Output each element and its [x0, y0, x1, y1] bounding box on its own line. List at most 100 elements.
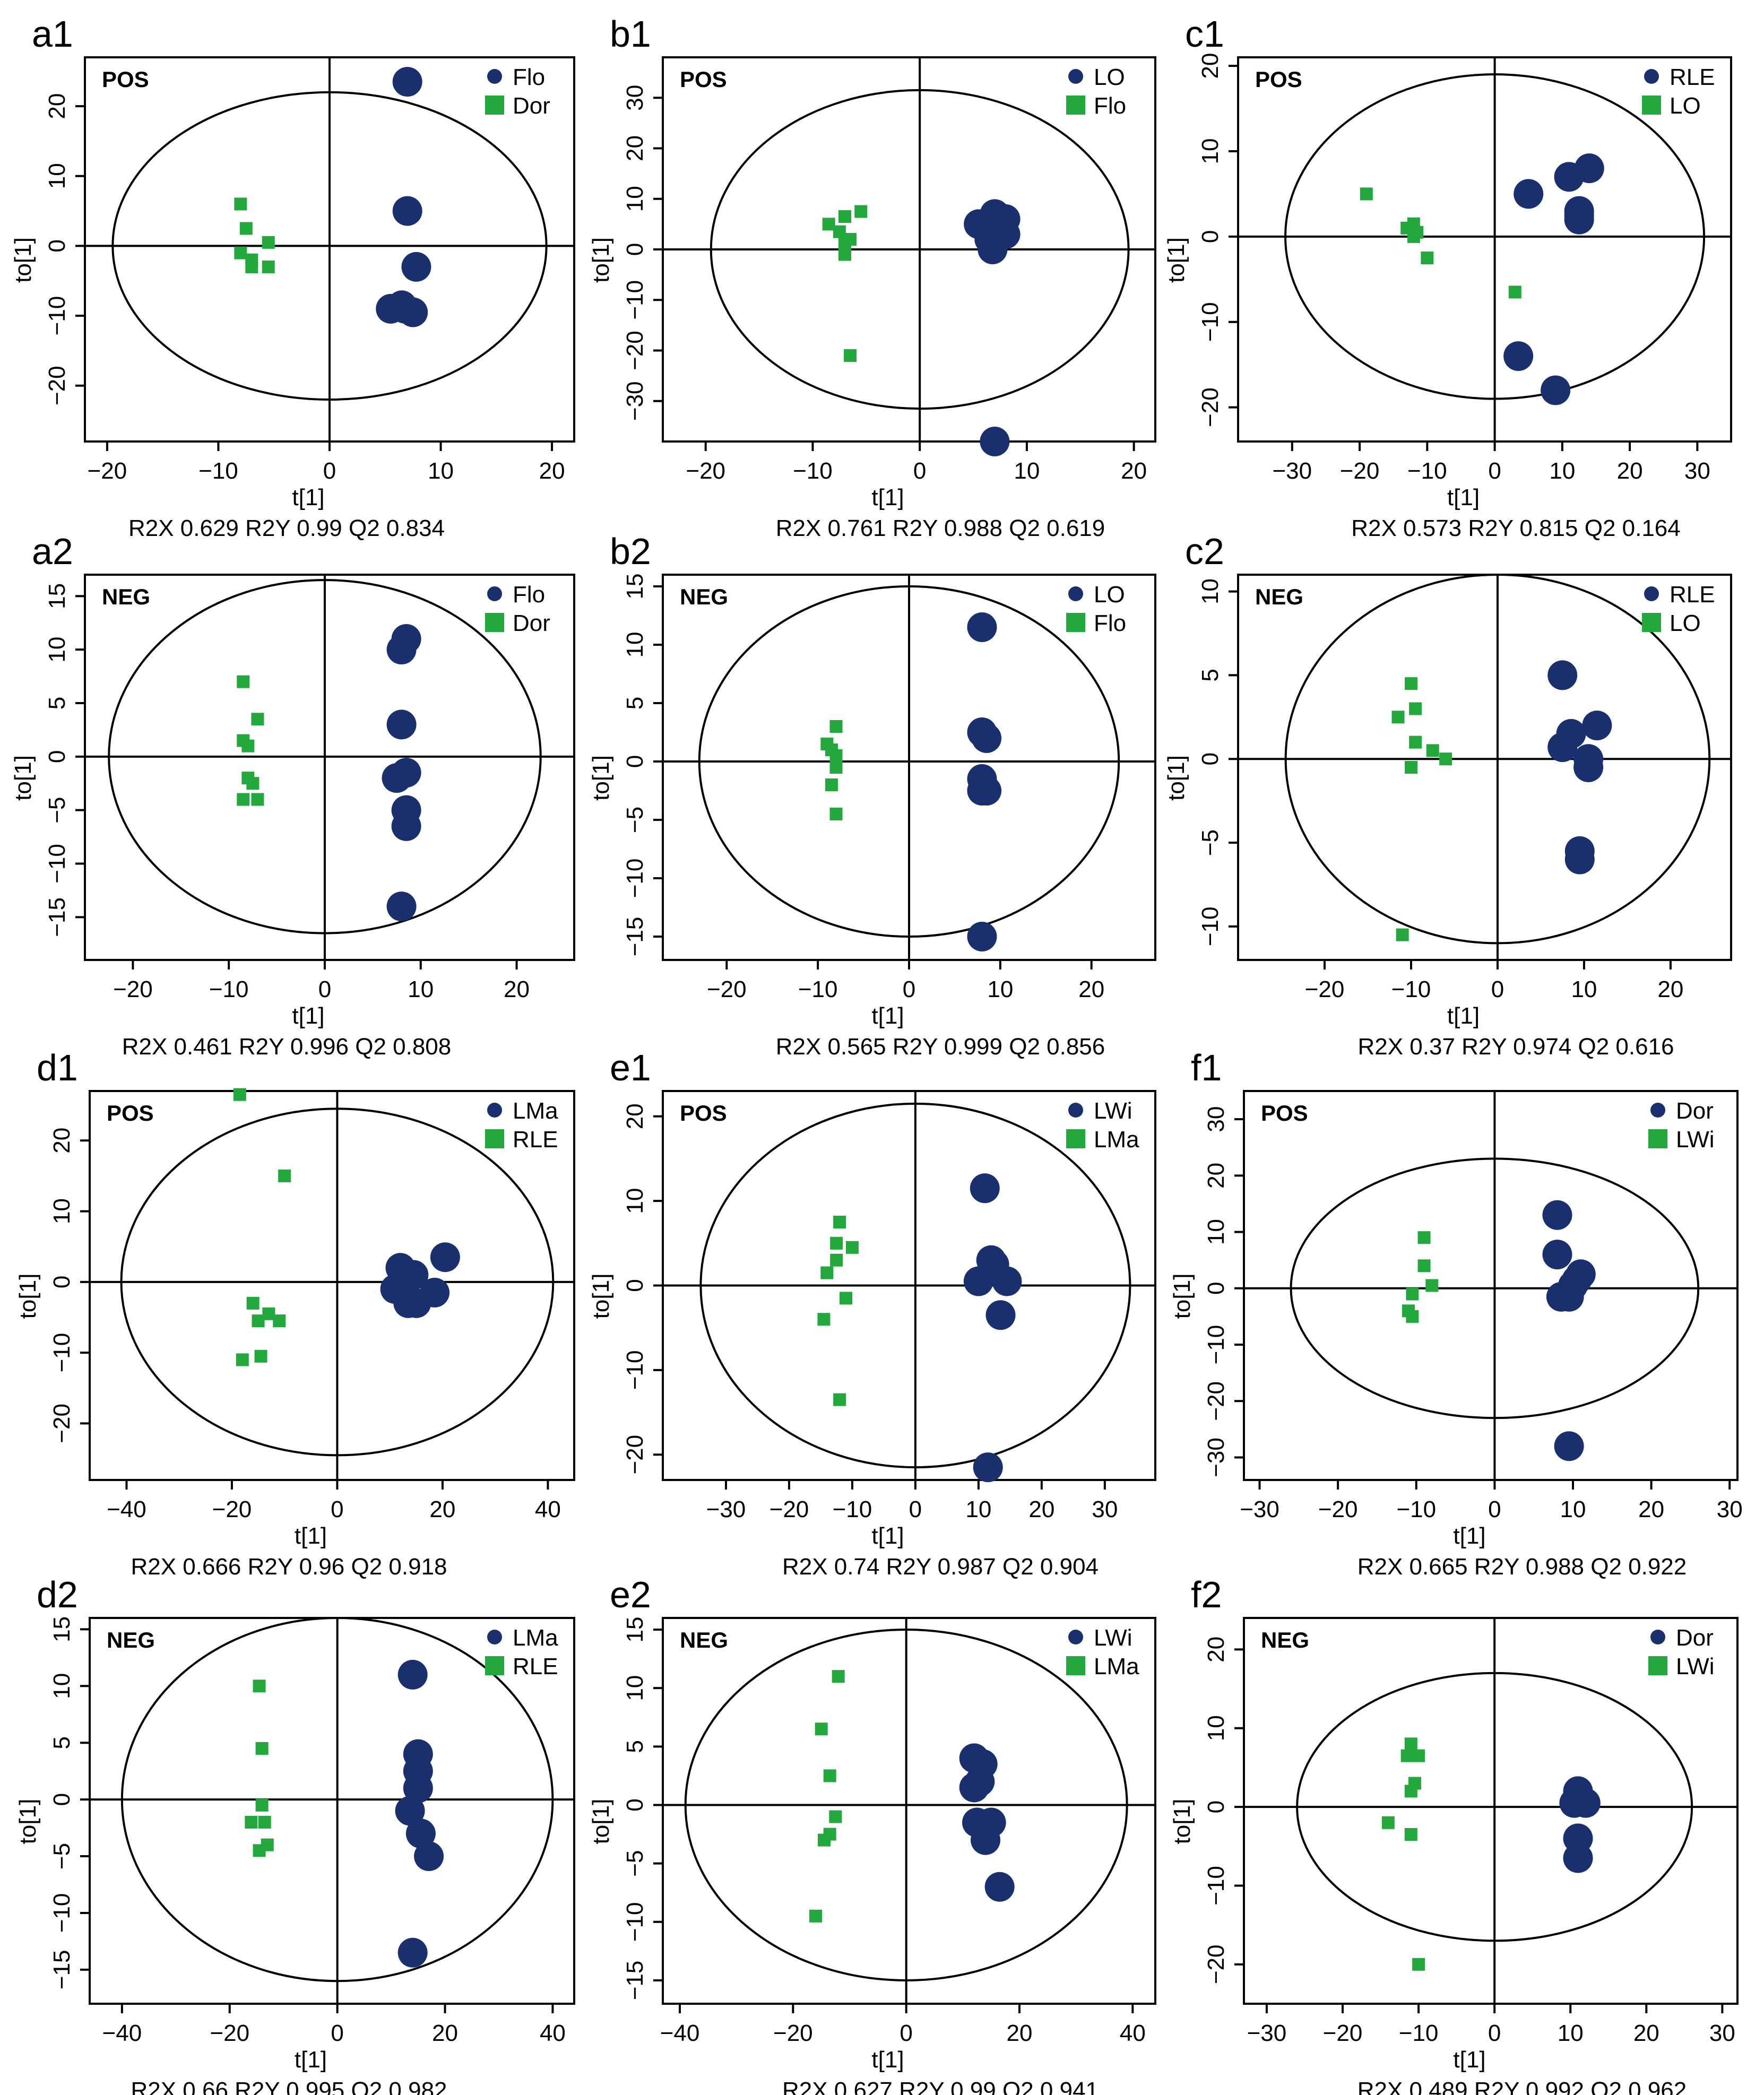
legend-marker-square: [485, 96, 504, 115]
y-tick-label: −20: [1203, 1381, 1229, 1421]
y-tick-label: −15: [44, 897, 70, 937]
x-axis-title: t[1]: [1453, 1523, 1485, 1549]
x-tick-label: −20: [1340, 458, 1380, 484]
y-tick-label: 30: [1203, 1106, 1229, 1132]
x-axis-title: t[1]: [1447, 484, 1480, 510]
confidence-ellipse: [108, 579, 542, 934]
data-point-LMa: [829, 1810, 842, 1823]
data-point-LMa: [832, 1670, 845, 1683]
y-tick-label: 20: [1197, 53, 1223, 79]
panel-label: f1: [1191, 1047, 1222, 1088]
model-stats: R2X 0.573 R2Y 0.815 Q2 0.164: [1351, 515, 1681, 541]
x-tick-label: −20: [773, 2020, 813, 2046]
y-tick-label: −10: [49, 1893, 75, 1933]
data-point-LWi: [1400, 1749, 1414, 1762]
x-tick-label: 0: [1488, 1496, 1501, 1522]
legend-label: Dor: [513, 610, 550, 636]
x-tick-label: −10: [209, 976, 249, 1002]
x-tick-label: 10: [428, 458, 454, 484]
legend-label: RLE: [513, 1127, 558, 1153]
y-tick-label: −10: [1197, 302, 1223, 342]
data-point-LWi: [1404, 1785, 1417, 1798]
plot-frame: [89, 1617, 575, 2005]
data-point-LMa: [830, 1253, 843, 1267]
x-tick-label: 40: [1120, 2020, 1146, 2046]
data-point-Dor: [237, 793, 250, 806]
data-point-Flo: [844, 349, 857, 362]
x-tick-label: 10: [1560, 1496, 1586, 1522]
data-point-LWi: [1406, 1310, 1419, 1323]
legend-label: RLE: [1670, 582, 1715, 608]
y-tick-label: 5: [622, 1740, 648, 1753]
data-point-LO: [1404, 677, 1417, 690]
y-tick-label: 15: [49, 1616, 75, 1642]
panel-c1: −30 −20 −10 0 10 20 30 −20 −10 0 10 20 t[1] to[1] c1 PO…: [1163, 13, 1732, 541]
y-tick-label: −20: [49, 1404, 75, 1443]
x-tick-label: −30: [706, 1496, 746, 1522]
x-tick-label: 10: [987, 976, 1013, 1002]
y-axis-title: to[1]: [1163, 237, 1189, 283]
y-tick-label: −20: [622, 331, 648, 370]
data-point-Flo: [829, 808, 843, 820]
y-tick-label: 20: [622, 135, 648, 161]
data-point-LWi: [1404, 1737, 1417, 1751]
y-axis-title: to[1]: [15, 1799, 41, 1845]
x-tick-label: 30: [1717, 1496, 1743, 1522]
confidence-ellipse: [710, 89, 1130, 410]
data-point-Flo: [825, 778, 838, 791]
data-point-LO: [1426, 744, 1439, 757]
data-point-LMa: [823, 1769, 836, 1782]
data-point-RLE: [1514, 179, 1544, 209]
x-tick-label: 0: [900, 2020, 912, 2046]
plot-frame: [84, 574, 575, 961]
x-tick-label: −10: [1396, 1496, 1436, 1522]
y-tick-label: −30: [622, 381, 648, 421]
legend-label: LWi: [1676, 1127, 1715, 1153]
data-point-LWi: [1417, 1231, 1431, 1244]
data-point-LWi: [1406, 1287, 1419, 1301]
legend-marker-circle: [1068, 586, 1083, 601]
y-tick-label: 0: [622, 755, 648, 768]
y-tick-label: −5: [44, 797, 70, 824]
y-tick-label: 10: [1203, 1219, 1229, 1245]
data-point-Dor: [251, 713, 264, 726]
y-tick-label: 15: [44, 583, 70, 609]
x-tick-label: 0: [331, 1496, 343, 1522]
model-stats: R2X 0.761 R2Y 0.988 Q2 0.619: [776, 515, 1105, 541]
model-stats: R2X 0.489 R2Y 0.992 Q2 0.962: [1357, 2077, 1687, 2095]
y-tick-label: 30: [622, 85, 648, 111]
panel-e2: −40 −20 0 20 40 −15 −10 −5 0 5 10 15 t[1] to[1] e2 NEG R…: [588, 1574, 1156, 2095]
y-tick-label: 10: [44, 163, 70, 189]
data-point-Flo: [822, 218, 835, 231]
data-point-LO: [978, 235, 1008, 264]
legend-marker-square: [1066, 96, 1085, 115]
data-point-LMa: [403, 1773, 433, 1803]
panel-b2: −20 −10 0 10 20 −15 −10 −5 0 5 10 15 t[1] to[1] b2 NEG R…: [588, 531, 1156, 1060]
x-tick-label: 40: [535, 1496, 561, 1522]
plot-frame: [89, 1090, 575, 1481]
legend-marker-circle: [487, 1103, 502, 1118]
legend-marker-circle: [1068, 1630, 1083, 1644]
y-axis-title: to[1]: [588, 755, 614, 801]
x-tick-label: 30: [1092, 1496, 1118, 1522]
data-point-Flo: [386, 709, 417, 740]
y-tick-label: 0: [44, 239, 70, 252]
y-tick-label: −20: [44, 366, 70, 405]
legend-marker-circle: [1644, 586, 1659, 601]
data-point-LWi: [992, 1266, 1022, 1296]
legend-marker-circle: [1068, 69, 1083, 84]
data-point-Dor: [234, 246, 247, 259]
y-tick-label: 10: [622, 1188, 648, 1214]
data-point-RLE: [1547, 732, 1578, 763]
y-tick-label: 10: [1203, 1715, 1229, 1741]
data-point-LWi: [1381, 1816, 1395, 1829]
panel-label: a1: [32, 13, 73, 55]
data-point-RLE: [255, 1742, 269, 1755]
panel-label: c1: [1185, 13, 1224, 55]
data-point-Flo: [382, 763, 412, 793]
x-tick-label: 20: [1617, 458, 1643, 484]
data-point-RLE: [1573, 752, 1604, 782]
data-point-LWi: [973, 1452, 1003, 1483]
y-tick-label: 0: [49, 1793, 75, 1806]
y-tick-label: 0: [49, 1276, 75, 1288]
